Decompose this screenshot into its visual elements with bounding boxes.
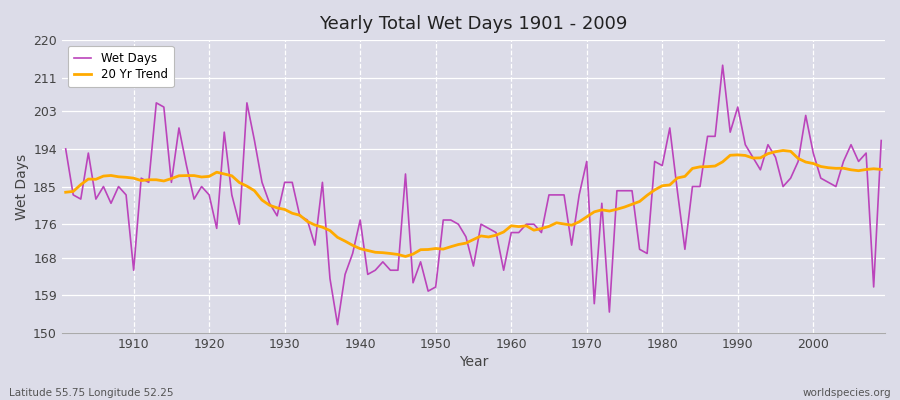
Wet Days [121,192,131,197]
X-axis label: Year: Year [459,355,488,369]
Wet Days [604,310,615,314]
Wet Days [506,230,517,235]
Wet Days [60,146,71,151]
20 Yr Trend [60,190,71,195]
Line: Wet Days: Wet Days [66,65,881,325]
20 Yr Trend [287,211,298,216]
20 Yr Trend [400,254,411,259]
20 Yr Trend [778,148,788,153]
20 Yr Trend [121,175,131,180]
20 Yr Trend [506,223,517,228]
Wet Days [717,63,728,68]
Text: Latitude 55.75 Longitude 52.25: Latitude 55.75 Longitude 52.25 [9,388,174,398]
Text: worldspecies.org: worldspecies.org [803,388,891,398]
Wet Days [332,322,343,327]
Legend: Wet Days, 20 Yr Trend: Wet Days, 20 Yr Trend [68,46,174,87]
20 Yr Trend [513,224,524,229]
20 Yr Trend [332,235,343,240]
20 Yr Trend [604,209,615,214]
Wet Days [513,230,524,235]
Title: Yearly Total Wet Days 1901 - 2009: Yearly Total Wet Days 1901 - 2009 [320,15,627,33]
Line: 20 Yr Trend: 20 Yr Trend [66,150,881,256]
Y-axis label: Wet Days: Wet Days [15,154,29,220]
Wet Days [287,180,298,185]
Wet Days [339,272,350,277]
20 Yr Trend [876,167,886,172]
Wet Days [876,138,886,143]
